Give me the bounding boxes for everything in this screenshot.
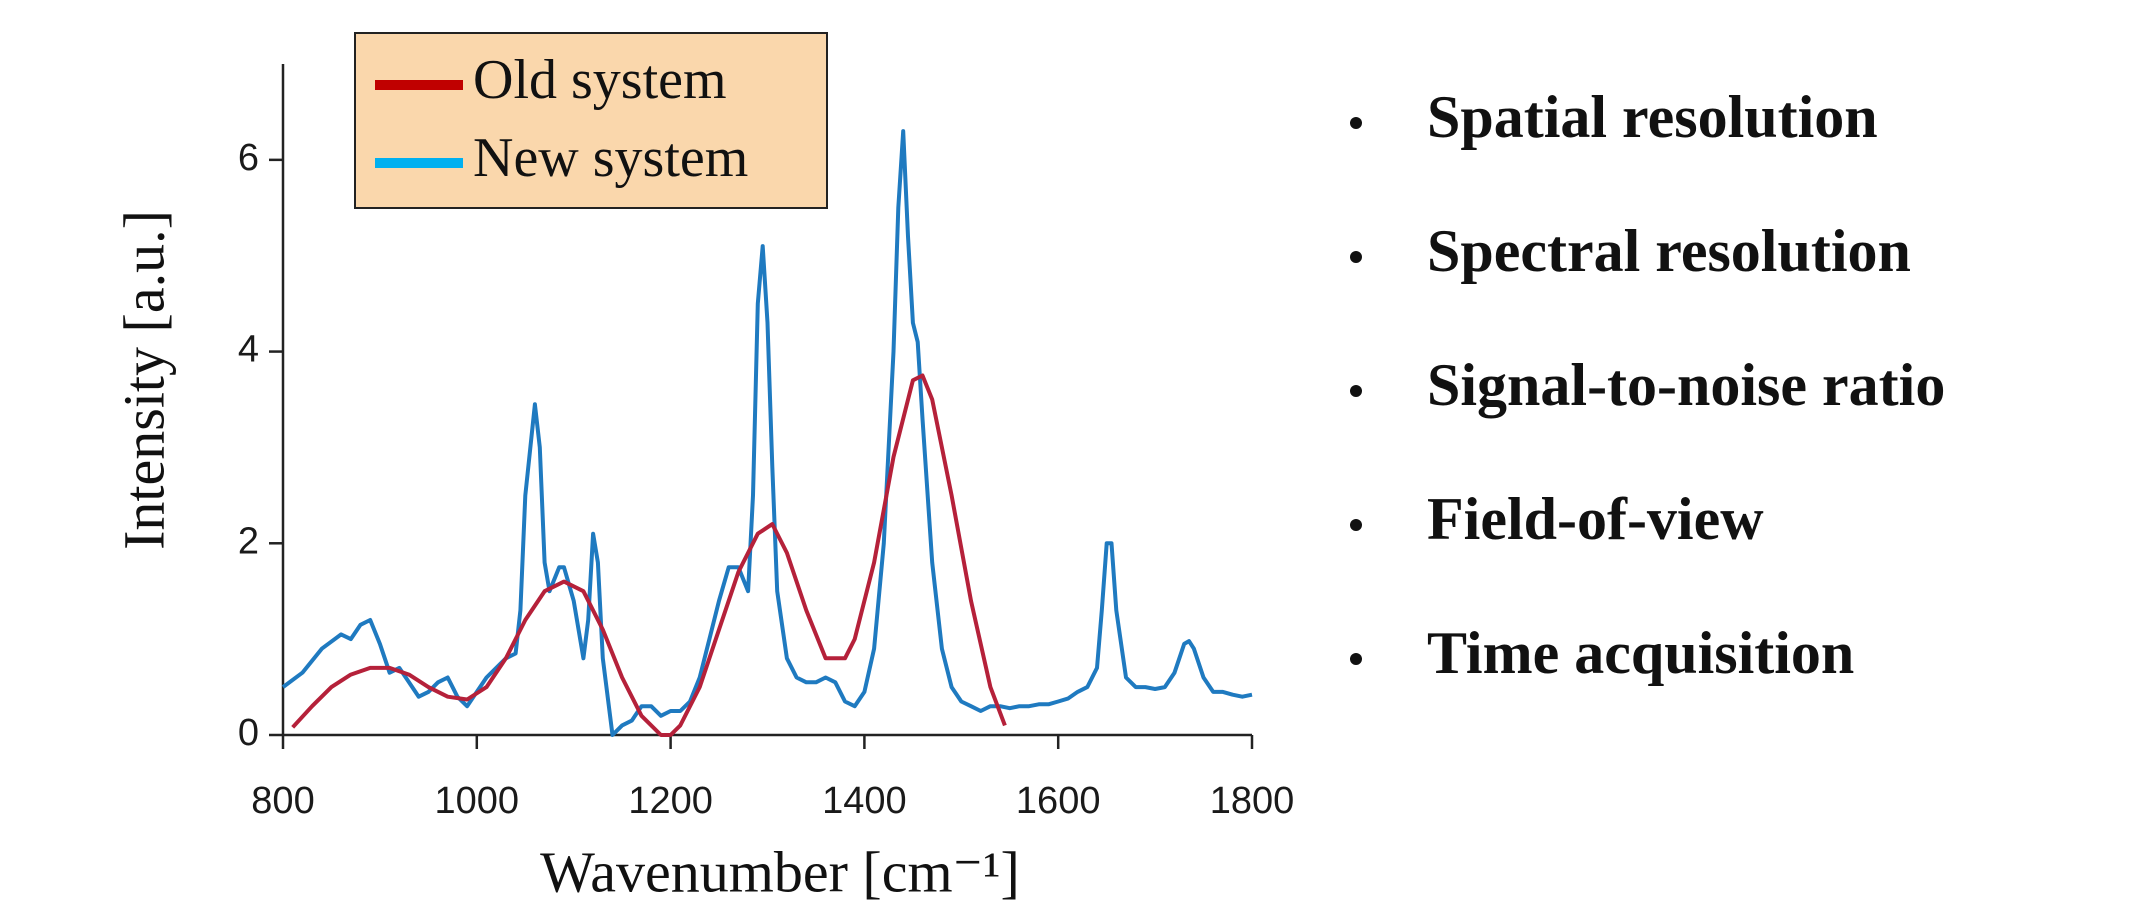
- bullet-dot: [1350, 653, 1362, 665]
- bullet-dot: [1350, 385, 1362, 397]
- y-axis-label: Intensity [a.u.]: [111, 210, 176, 550]
- y-tick-label: 2: [238, 520, 259, 562]
- bullet-text: Signal-to-noise ratio: [1427, 352, 1945, 418]
- x-tick-label: 1400: [822, 780, 907, 822]
- bullet-text: Field-of-view: [1427, 486, 1764, 552]
- legend-box: [354, 32, 828, 209]
- x-tick-label: 1000: [435, 780, 520, 822]
- series-line: [291, 373, 1007, 737]
- legend-label: New system: [473, 127, 748, 189]
- y-tick-label: 6: [238, 137, 259, 179]
- bullet-text: Spectral resolution: [1427, 218, 1911, 284]
- x-tick-label: 800: [251, 780, 314, 822]
- y-tick-label: 4: [238, 329, 259, 371]
- x-tick-label: 1200: [628, 780, 713, 822]
- bullet-dot: [1350, 117, 1362, 129]
- series-line: [281, 129, 1253, 737]
- x-tick-label: 1800: [1210, 780, 1295, 822]
- legend-label: Old system: [473, 49, 727, 111]
- bullet-dot: [1350, 519, 1362, 531]
- bullet-dot: [1350, 251, 1362, 263]
- y-tick-label: 0: [238, 712, 259, 754]
- bullet-text: Time acquisition: [1427, 620, 1854, 686]
- x-tick-label: 1600: [1016, 780, 1101, 822]
- bullet-text: Spatial resolution: [1427, 84, 1878, 150]
- x-axis-label: Wavenumber [cm⁻¹]: [540, 839, 1020, 904]
